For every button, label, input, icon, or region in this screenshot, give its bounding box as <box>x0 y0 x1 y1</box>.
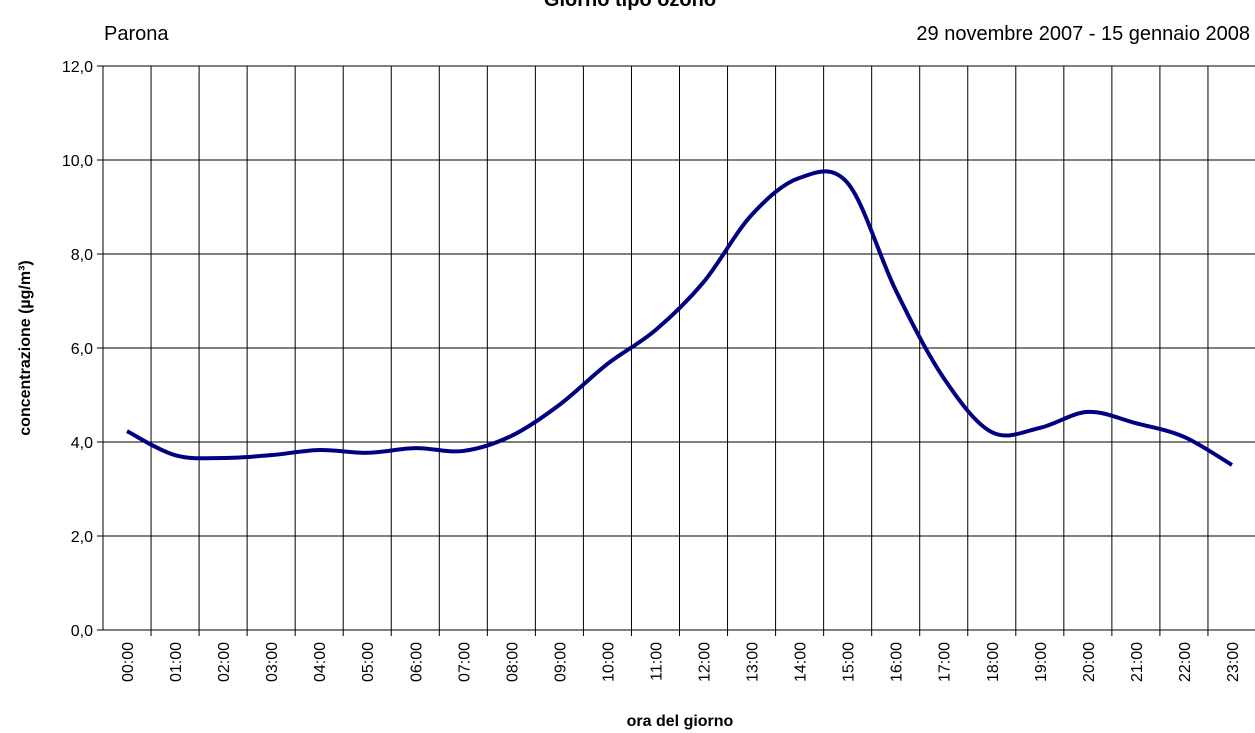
y-tick-label: 6,0 <box>71 341 93 358</box>
x-tick-label: 01:00 <box>168 642 185 682</box>
x-tick-label: 20:00 <box>1081 642 1098 682</box>
x-tick-label: 03:00 <box>264 642 281 682</box>
y-axis-label: concentrazione (µg/m³) <box>17 260 34 435</box>
x-tick-label: 13:00 <box>745 642 762 682</box>
y-tick-label: 4,0 <box>71 435 93 452</box>
chart-subtitle: Parona <box>104 23 169 45</box>
y-tick-label: 12,0 <box>62 59 93 76</box>
x-tick-label: 02:00 <box>216 642 233 682</box>
x-tick-label: 21:00 <box>1129 642 1146 682</box>
x-tick-label: 12:00 <box>697 642 714 682</box>
chart-period: 29 novembre 2007 - 15 gennaio 2008 <box>916 23 1250 45</box>
x-tick-label: 18:00 <box>985 642 1002 682</box>
x-tick-label: 04:00 <box>312 642 329 682</box>
data-line <box>126 169 1234 467</box>
x-tick-label: 06:00 <box>408 642 425 682</box>
y-tick-label: 2,0 <box>71 529 93 546</box>
x-tick-label: 09:00 <box>552 642 569 682</box>
x-tick-label: 17:00 <box>937 642 954 682</box>
x-tick-label: 23:00 <box>1225 642 1242 682</box>
x-tick-label: 10:00 <box>600 642 617 682</box>
x-tick-label: 08:00 <box>504 642 521 682</box>
x-tick-label: 14:00 <box>793 642 810 682</box>
y-tick-label: 0,0 <box>71 623 93 640</box>
x-tick-label: 19:00 <box>1033 642 1050 682</box>
x-tick-label: 11:00 <box>648 642 665 681</box>
x-tick-label: 22:00 <box>1177 642 1194 682</box>
x-tick-label: 15:00 <box>841 642 858 682</box>
x-tick-label: 16:00 <box>889 642 906 682</box>
x-tick-label: 07:00 <box>456 642 473 682</box>
chart-title: Giorno tipo ozono <box>544 0 716 11</box>
x-axis-label: ora del giorno <box>627 713 734 730</box>
y-tick-label: 8,0 <box>71 247 93 264</box>
x-tick-label: 05:00 <box>360 642 377 682</box>
x-tick-label: 00:00 <box>120 642 137 682</box>
y-tick-label: 10,0 <box>62 153 93 170</box>
